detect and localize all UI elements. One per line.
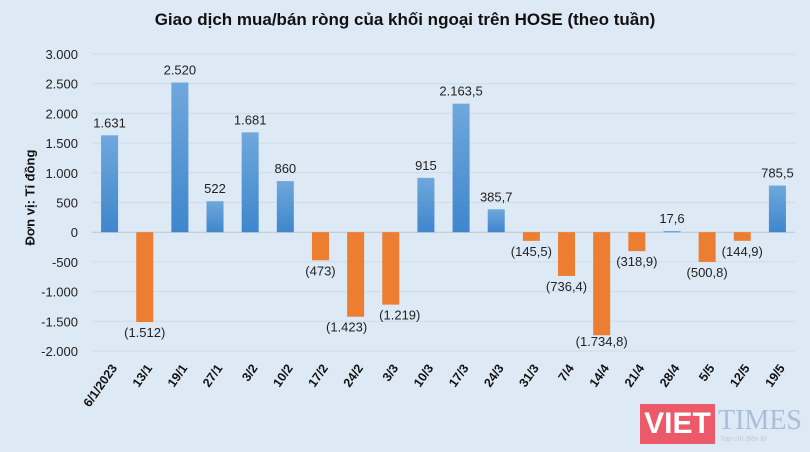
bar (101, 135, 119, 233)
data-label: 17,6 (659, 211, 684, 226)
bar (558, 232, 576, 276)
data-label: (473) (305, 263, 335, 278)
x-tick-label: 17/3 (446, 362, 471, 390)
x-tick-label: 5/5 (696, 362, 717, 384)
data-label: (500,8) (687, 265, 728, 280)
y-tick-label: -1.000 (41, 285, 78, 300)
x-tick-label: 6/1/2023 (81, 362, 120, 410)
x-tick-label: 27/1 (200, 362, 225, 390)
bar (522, 232, 540, 241)
x-tick-label: 19/1 (165, 362, 190, 390)
data-label: (1.219) (379, 308, 420, 323)
x-tick-label: 3/2 (239, 362, 260, 384)
data-label: (1.734,8) (576, 334, 628, 349)
watermark-viet: VIET (640, 404, 715, 444)
x-tick-label: 12/5 (727, 362, 752, 390)
y-tick-label: 1.000 (45, 166, 78, 181)
y-tick-label: 0 (71, 225, 78, 240)
bar (417, 177, 435, 233)
bar (487, 209, 505, 233)
data-label: (1.423) (326, 320, 367, 335)
y-tick-label: 500 (56, 196, 78, 211)
x-tick-label: 28/4 (657, 362, 682, 390)
y-tick-label: -1.500 (41, 314, 78, 329)
x-tick-label: 19/5 (762, 362, 787, 390)
data-label: 385,7 (480, 189, 513, 204)
data-label: 2.163,5 (439, 84, 482, 99)
data-label: (318,9) (616, 254, 657, 269)
y-tick-label: -500 (52, 255, 78, 270)
bar (452, 103, 470, 233)
data-label: 1.681 (234, 112, 267, 127)
bar (768, 185, 786, 233)
bar (136, 232, 154, 323)
x-tick-label: 24/2 (341, 362, 366, 390)
data-label: (736,4) (546, 279, 587, 294)
bar (663, 231, 681, 233)
data-label: 915 (415, 158, 437, 173)
data-label: 522 (204, 181, 226, 196)
x-tick-label: 31/3 (516, 362, 541, 390)
bar (311, 232, 329, 261)
x-tick-label: 21/4 (622, 362, 647, 390)
watermark-tagline: Tạp chí điện tử (720, 436, 767, 443)
data-label: (144,9) (722, 244, 763, 259)
y-tick-label: -2.000 (41, 344, 78, 359)
data-label: 1.631 (93, 115, 126, 130)
y-tick-label: 2.500 (45, 77, 78, 92)
x-tick-label: 10/3 (411, 362, 436, 390)
bar (347, 232, 365, 317)
bar (628, 232, 646, 252)
bar (698, 232, 716, 262)
bar (733, 232, 751, 241)
bar (593, 232, 611, 336)
bar (276, 181, 294, 233)
bar (241, 132, 259, 233)
data-label: (145,5) (511, 244, 552, 259)
x-tick-label: 24/3 (481, 362, 506, 390)
x-tick-label: 10/2 (270, 362, 295, 390)
y-tick-label: 3.000 (45, 47, 78, 62)
bar (171, 82, 189, 233)
watermark-times: TIMES (718, 405, 802, 436)
x-tick-label: 14/4 (587, 362, 612, 390)
chart-title: Giao dịch mua/bán ròng của khối ngoại tr… (154, 10, 656, 29)
bar (382, 232, 400, 305)
data-label: 2.520 (164, 63, 197, 78)
x-tick-label: 7/4 (556, 362, 577, 384)
data-label: 785,5 (761, 166, 794, 181)
data-label: (1.512) (124, 325, 165, 340)
x-tick-label: 13/1 (130, 362, 155, 390)
y-tick-label: 1.500 (45, 136, 78, 151)
y-tick-label: 2.000 (45, 106, 78, 121)
x-tick-label: 17/2 (306, 362, 331, 390)
x-tick-label: 3/3 (380, 362, 401, 384)
bar (206, 201, 224, 233)
data-label: 860 (274, 161, 296, 176)
